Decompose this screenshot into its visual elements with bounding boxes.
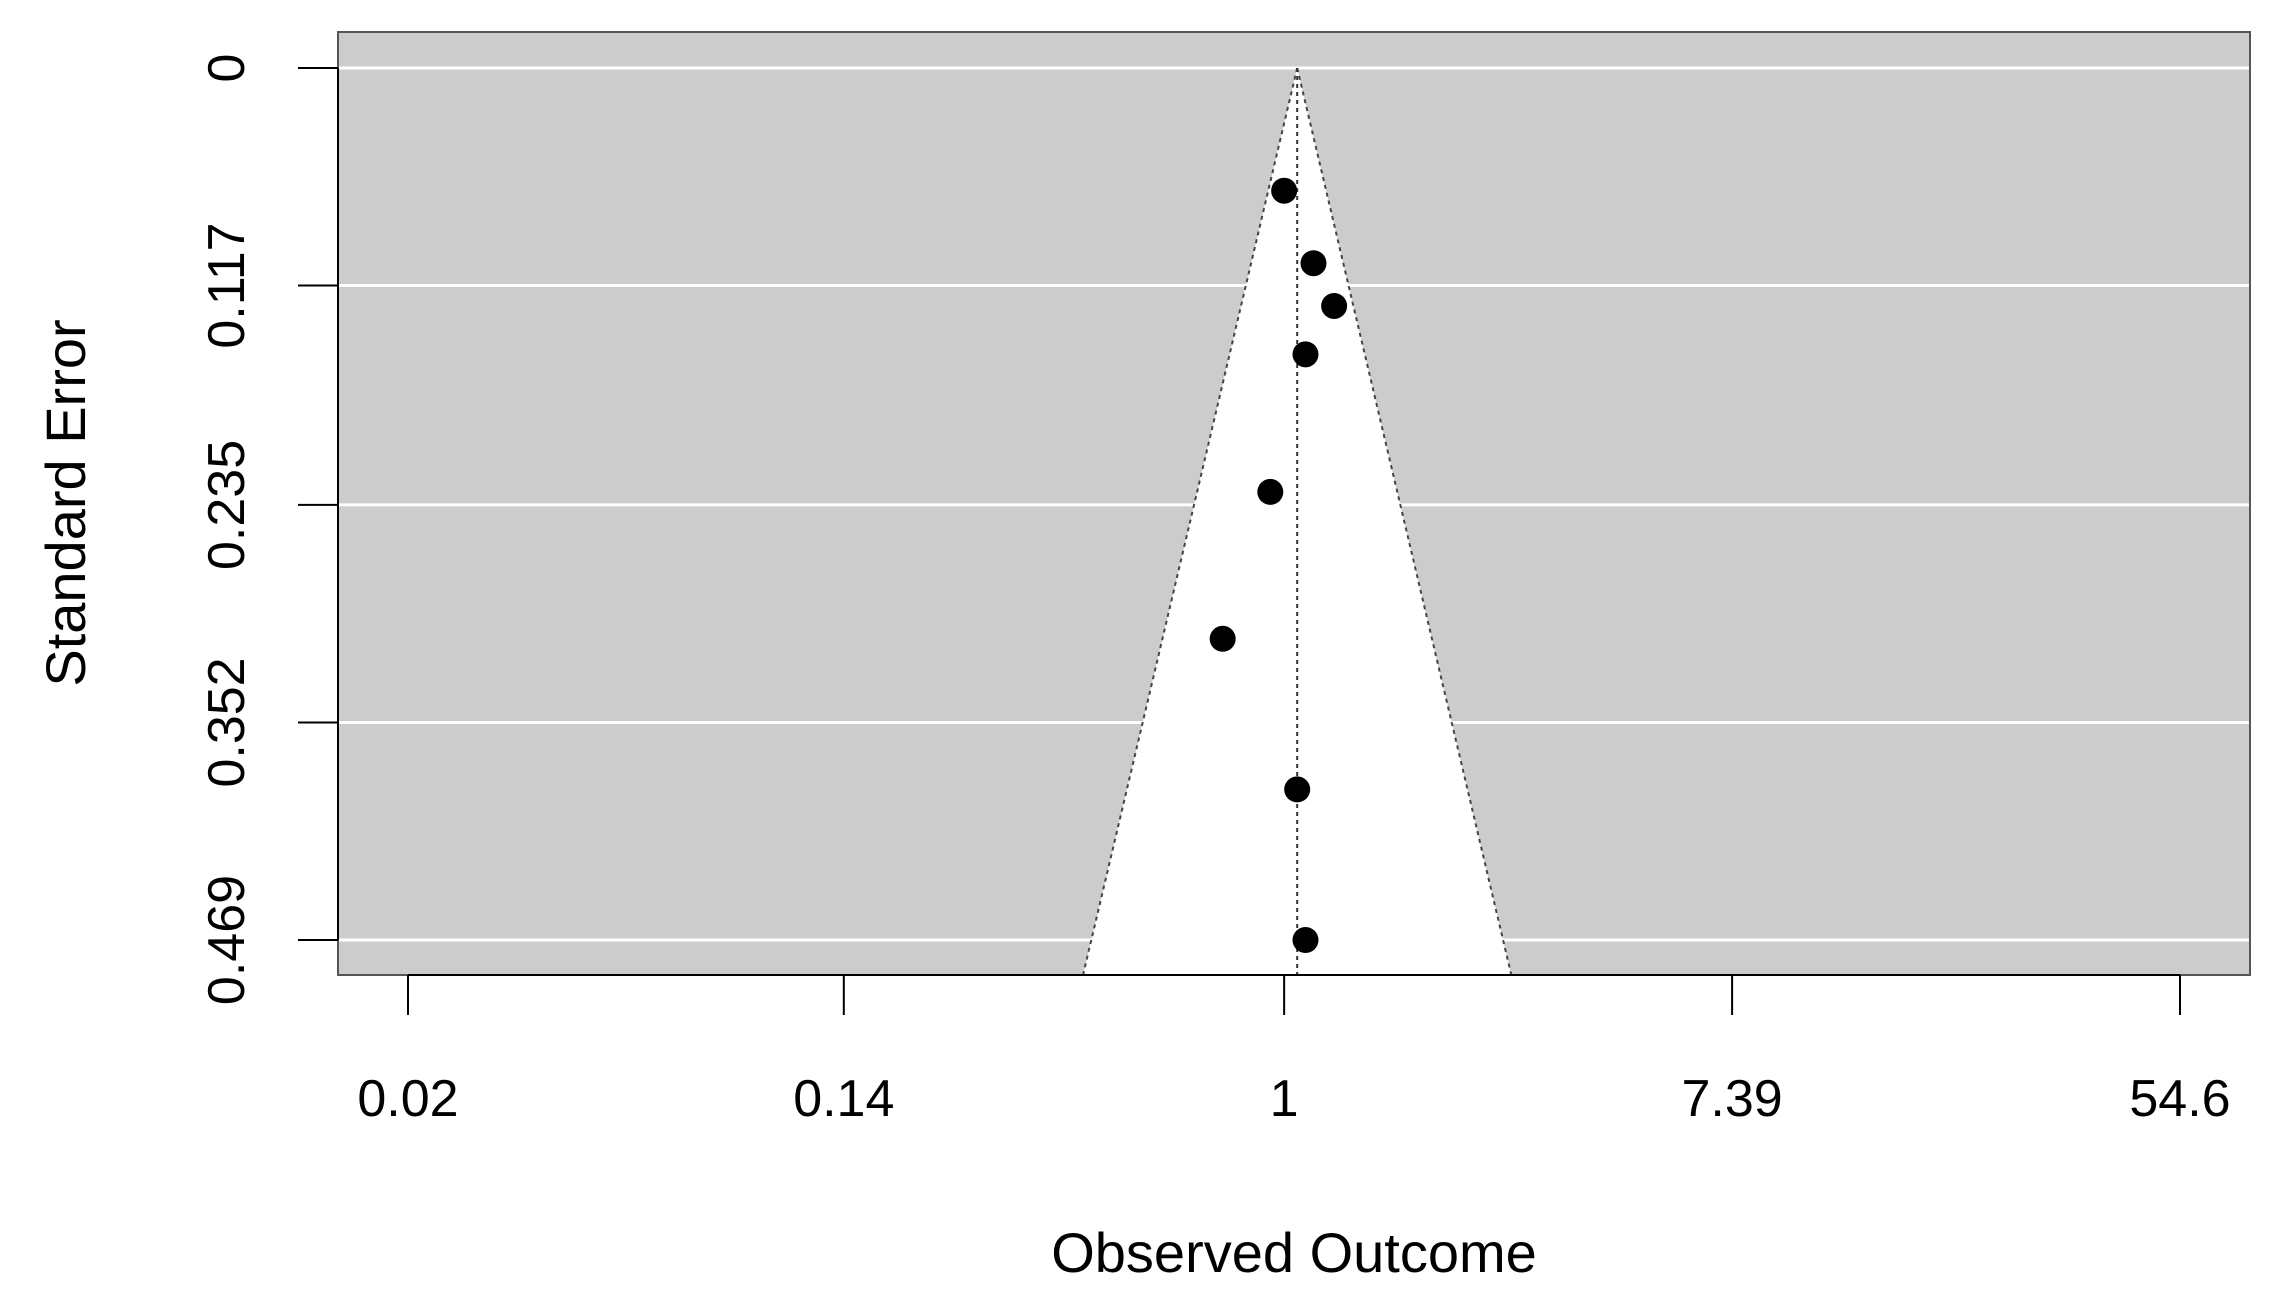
x-tick-label-2: 1 bbox=[1270, 1070, 1299, 1128]
x-tick-label-1: 0.14 bbox=[793, 1070, 894, 1128]
y-tick-label-3: 0.352 bbox=[198, 657, 256, 787]
y-tick-label-0: 0 bbox=[198, 54, 256, 83]
x-axis-title: Observed Outcome bbox=[1051, 1221, 1537, 1284]
data-points bbox=[1209, 177, 1348, 953]
data-point-1 bbox=[1300, 250, 1327, 277]
x-tick-label-4: 54.6 bbox=[2129, 1070, 2230, 1128]
data-point-7 bbox=[1292, 927, 1319, 953]
x-axis: 0.02 0.14 1 7.39 54.6 bbox=[357, 974, 2231, 1128]
data-point-3 bbox=[1292, 341, 1319, 368]
x-tick-label-0: 0.02 bbox=[357, 1070, 458, 1128]
y-axis: 0 0.117 0.235 0.352 0.469 bbox=[198, 54, 339, 1005]
data-point-4 bbox=[1257, 478, 1284, 505]
data-point-5 bbox=[1209, 625, 1236, 652]
data-point-2 bbox=[1321, 292, 1348, 319]
y-axis-title: Standard Error bbox=[34, 319, 97, 686]
data-point-6 bbox=[1284, 776, 1311, 803]
y-tick-label-4: 0.469 bbox=[198, 875, 256, 1005]
y-tick-label-1: 0.117 bbox=[198, 222, 256, 348]
x-tick-label-3: 7.39 bbox=[1681, 1070, 1782, 1128]
y-tick-label-2: 0.235 bbox=[198, 440, 256, 570]
data-point-0 bbox=[1271, 177, 1298, 204]
